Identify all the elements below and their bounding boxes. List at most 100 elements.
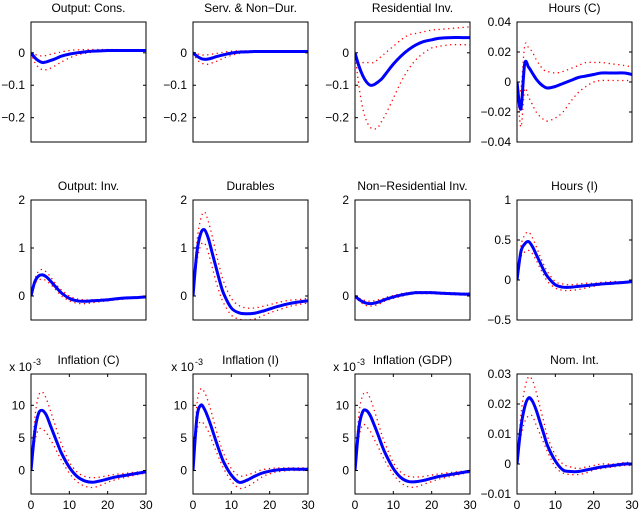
upper-band-line — [31, 48, 146, 57]
x-tick-label: 20 — [101, 498, 115, 512]
y-tick-label: 0 — [342, 464, 349, 478]
y-tick-label: 2 — [18, 193, 25, 207]
median-line — [355, 408, 470, 484]
median-line — [31, 408, 146, 484]
y-tick-label: 5 — [18, 431, 25, 445]
axes-box — [30, 373, 147, 495]
plot-area — [517, 374, 632, 494]
y-tick-label: −0.2 — [325, 111, 349, 125]
subplot-title: Hours (C) — [548, 1, 600, 15]
exponent-superscript: -3 — [195, 357, 203, 367]
subplot-title: Output: Cons. — [51, 1, 125, 15]
subplot: 10 5 0 0 10 20 30 Inflation (C) x 10 -3 — [9, 353, 153, 512]
plot-area — [517, 22, 632, 142]
y-tick-label: 0 — [504, 273, 511, 287]
x-tick-label: 0 — [352, 498, 359, 512]
plot-area — [31, 22, 146, 142]
x-tick-label: 30 — [625, 498, 639, 512]
y-tick-label: 0 — [18, 46, 25, 60]
exponent-label: x 10 — [333, 360, 356, 374]
median-line — [355, 291, 470, 306]
y-tick-label: −0.02 — [481, 105, 512, 119]
subplot: 0.04 0.02 0 −0.02 −0.04 Hours (C) — [481, 1, 633, 149]
subplot-title: Inflation (C) — [57, 353, 119, 367]
axes-box — [30, 199, 147, 321]
y-tick-label: 0 — [18, 289, 25, 303]
y-tick-label: 0 — [180, 289, 187, 303]
upper-band-line — [193, 50, 308, 56]
upper-band-line — [193, 211, 308, 309]
upper-band-line — [517, 231, 632, 286]
y-tick-label: −0.1 — [163, 78, 187, 92]
axes-box — [192, 373, 309, 495]
axes-box — [192, 21, 309, 143]
subplot: 2 1 0 Durables — [180, 179, 309, 321]
subplot-title: Hours (I) — [551, 179, 598, 193]
y-tick-label: −0.1 — [1, 78, 25, 92]
x-tick-label: 10 — [63, 498, 77, 512]
x-tick-label: 20 — [587, 498, 601, 512]
axes-box — [192, 199, 309, 321]
y-tick-label: 10 — [174, 398, 188, 412]
subplot-title: Residential Inv. — [372, 1, 453, 15]
subplot-title: Durables — [226, 179, 274, 193]
median-line — [193, 49, 308, 61]
y-tick-label: 2 — [180, 193, 187, 207]
lower-band-line — [517, 249, 632, 292]
median-line — [517, 59, 632, 111]
subplot-title: Serv. & Non−Dur. — [204, 1, 297, 15]
lower-band-line — [355, 423, 470, 488]
subplot: 10 5 0 0 10 20 30 Inflation (I) x 10 -3 — [171, 353, 315, 512]
y-tick-label: 10 — [336, 398, 350, 412]
y-tick-label: −0.2 — [1, 111, 25, 125]
subplot: 1 0.5 0 −0.5 Hours (I) — [487, 179, 633, 327]
y-tick-label: 1 — [18, 241, 25, 255]
axes-box — [516, 199, 633, 321]
plot-area — [517, 200, 632, 320]
subplot: 10 5 0 0 10 20 30 Inflation (GDP) x 10 -3 — [333, 353, 477, 512]
subplot: 2 1 0 Non−Residential Inv. — [342, 179, 471, 321]
y-tick-label: 0 — [18, 464, 25, 478]
upper-band-line — [517, 42, 632, 92]
x-tick-label: 10 — [549, 498, 563, 512]
y-tick-label: −0.2 — [163, 111, 187, 125]
x-tick-label: 20 — [425, 498, 439, 512]
subplot-title: Nom. Int. — [550, 353, 599, 367]
y-tick-label: 0.01 — [488, 427, 512, 441]
x-tick-label: 0 — [190, 498, 197, 512]
x-tick-label: 30 — [301, 498, 315, 512]
plot-area — [193, 22, 308, 142]
y-tick-label: 0 — [342, 46, 349, 60]
median-line — [193, 227, 308, 316]
subplot-title: Output: Inv. — [58, 179, 119, 193]
y-tick-label: −0.04 — [481, 135, 512, 149]
subplot: 2 1 0 Output: Inv. — [18, 179, 147, 321]
median-line — [355, 36, 470, 87]
axes-box — [354, 21, 471, 143]
plot-area — [355, 374, 470, 494]
y-tick-label: 10 — [12, 398, 26, 412]
x-tick-label: 10 — [387, 498, 401, 512]
y-tick-label: 1 — [504, 193, 511, 207]
median-line — [193, 403, 308, 484]
subplot-title: Non−Residential Inv. — [357, 179, 467, 193]
plot-area — [193, 374, 308, 494]
subplot: 0 −0.1 −0.2 Residential Inv. — [325, 1, 471, 143]
y-tick-label: 5 — [342, 431, 349, 445]
median-line — [517, 240, 632, 289]
x-tick-label: 30 — [139, 498, 153, 512]
x-tick-label: 0 — [514, 498, 521, 512]
y-tick-label: 0 — [504, 457, 511, 471]
subplot-title: Inflation (I) — [222, 353, 279, 367]
y-tick-label: 0 — [342, 289, 349, 303]
axes-box — [30, 21, 147, 143]
y-tick-label: −0.5 — [487, 313, 511, 327]
plot-area — [193, 200, 308, 320]
y-tick-label: 0 — [180, 464, 187, 478]
y-tick-label: 0.04 — [488, 15, 512, 29]
x-tick-label: 10 — [225, 498, 239, 512]
exponent-superscript: -3 — [357, 357, 365, 367]
y-tick-label: 1 — [180, 241, 187, 255]
